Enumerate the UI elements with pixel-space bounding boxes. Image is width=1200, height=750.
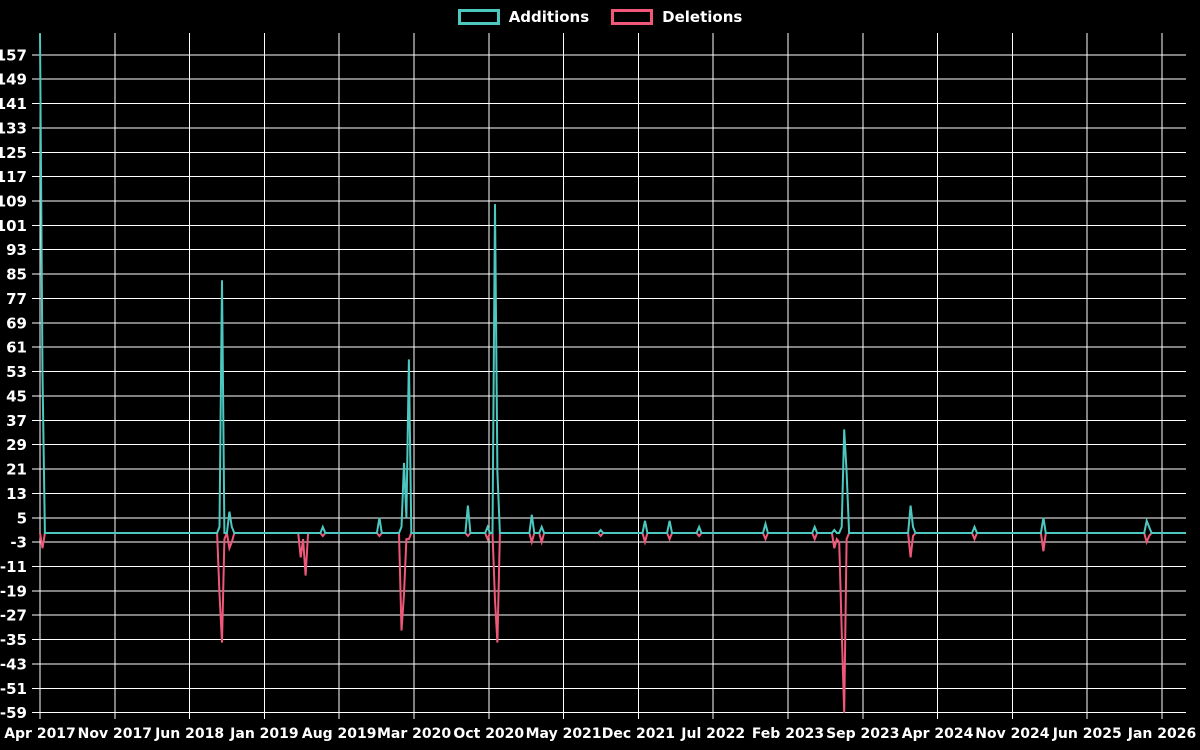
svg-text:May 2021: May 2021 <box>526 726 602 742</box>
svg-text:-35: -35 <box>0 631 27 649</box>
svg-text:5: 5 <box>17 509 27 527</box>
svg-text:-3: -3 <box>10 534 27 552</box>
svg-text:133: 133 <box>0 119 27 137</box>
svg-text:Apr 2017: Apr 2017 <box>4 726 76 742</box>
svg-text:85: 85 <box>6 266 27 284</box>
svg-text:21: 21 <box>6 461 27 479</box>
svg-text:93: 93 <box>6 241 27 259</box>
svg-text:157: 157 <box>0 46 27 64</box>
svg-text:101: 101 <box>0 217 27 235</box>
svg-text:-11: -11 <box>0 558 27 576</box>
svg-text:Mar 2020: Mar 2020 <box>377 726 451 742</box>
svg-text:141: 141 <box>0 95 27 113</box>
svg-text:37: 37 <box>6 412 27 430</box>
svg-text:Jul 2022: Jul 2022 <box>680 726 745 742</box>
svg-text:Nov 2017: Nov 2017 <box>78 726 152 742</box>
svg-text:Jan 2026: Jan 2026 <box>1127 726 1196 742</box>
svg-text:77: 77 <box>6 290 27 308</box>
chart-legend: Additions Deletions <box>0 0 1200 33</box>
svg-text:Nov 2024: Nov 2024 <box>975 726 1050 742</box>
svg-text:Jan 2019: Jan 2019 <box>229 726 298 742</box>
svg-text:125: 125 <box>0 144 27 162</box>
svg-text:Dec 2021: Dec 2021 <box>602 726 675 742</box>
legend-label-additions: Additions <box>508 7 590 26</box>
svg-text:117: 117 <box>0 168 27 186</box>
additions-swatch-icon <box>457 8 500 25</box>
svg-text:-43: -43 <box>0 655 27 673</box>
svg-text:Sep 2023: Sep 2023 <box>826 726 899 742</box>
svg-text:69: 69 <box>6 314 27 332</box>
svg-text:109: 109 <box>0 193 27 211</box>
legend-item-additions[interactable]: Additions <box>457 7 590 26</box>
svg-text:13: 13 <box>6 485 27 503</box>
svg-text:-27: -27 <box>0 607 27 625</box>
deletions-swatch-icon <box>611 8 654 25</box>
svg-text:-59: -59 <box>0 704 27 722</box>
svg-text:Aug 2019: Aug 2019 <box>302 726 377 742</box>
svg-text:45: 45 <box>6 387 27 405</box>
legend-item-deletions[interactable]: Deletions <box>611 8 742 26</box>
svg-text:53: 53 <box>6 363 27 381</box>
svg-text:Oct 2020: Oct 2020 <box>453 726 524 742</box>
legend-label-deletions: Deletions <box>662 7 743 26</box>
svg-text:61: 61 <box>6 339 27 357</box>
svg-text:-51: -51 <box>0 680 27 698</box>
svg-text:Apr 2024: Apr 2024 <box>902 726 974 742</box>
svg-text:Feb 2023: Feb 2023 <box>752 726 824 742</box>
svg-text:Jun 2025: Jun 2025 <box>1052 726 1122 742</box>
svg-text:149: 149 <box>0 71 27 89</box>
svg-text:Jun 2018: Jun 2018 <box>154 726 224 742</box>
svg-text:29: 29 <box>6 436 27 454</box>
svg-text:-19: -19 <box>0 582 27 600</box>
